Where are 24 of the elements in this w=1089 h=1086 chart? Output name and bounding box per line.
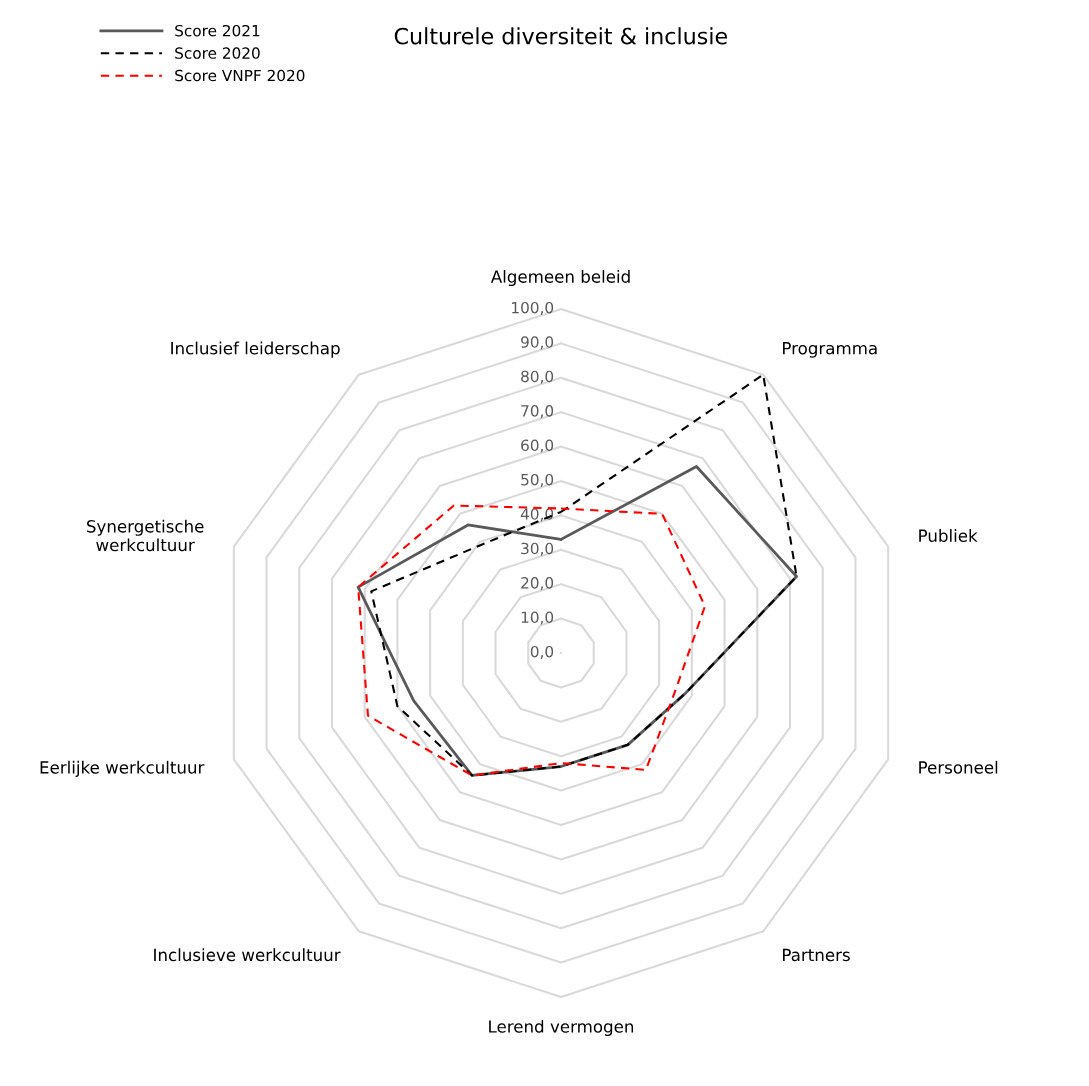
spoke-label: Algemeen beleid <box>490 269 630 287</box>
spoke-label: Partners <box>783 948 850 962</box>
y-tick-label: 80,0 <box>521 370 554 384</box>
spoke-label: Lerend vermogen <box>489 1019 634 1037</box>
spoke-label: Inclusieve werkcultuur <box>154 948 341 962</box>
y-tick-label: 70,0 <box>521 405 554 419</box>
spoke-label: Inclusief leiderschap <box>171 341 340 358</box>
spoke-label: Personeel <box>919 760 998 774</box>
spoke-label: Eerlijke werkcultuur <box>40 760 205 777</box>
spoke-label: Programma <box>783 342 877 358</box>
y-tick-label: 90,0 <box>521 336 554 350</box>
y-tick-label: 0,0 <box>530 645 554 659</box>
legend-label: Score 2021 <box>175 24 260 37</box>
y-tick-label: 20,0 <box>521 577 554 591</box>
y-tick-label: 30,0 <box>521 542 554 556</box>
spoke-label: Publiek <box>919 529 978 542</box>
y-tick-label: 60,0 <box>521 439 554 453</box>
spoke-label: Synergetische werkcultuur <box>87 519 204 552</box>
y-tick-label: 50,0 <box>521 473 554 487</box>
chart-title: Culturele diversiteit & inclusie <box>394 27 727 45</box>
y-tick-label: 100,0 <box>512 301 554 315</box>
legend-label: Score 2020 <box>175 47 260 59</box>
legend-label: Score VNPF 2020 <box>175 69 305 82</box>
y-tick-label: 10,0 <box>521 611 554 625</box>
